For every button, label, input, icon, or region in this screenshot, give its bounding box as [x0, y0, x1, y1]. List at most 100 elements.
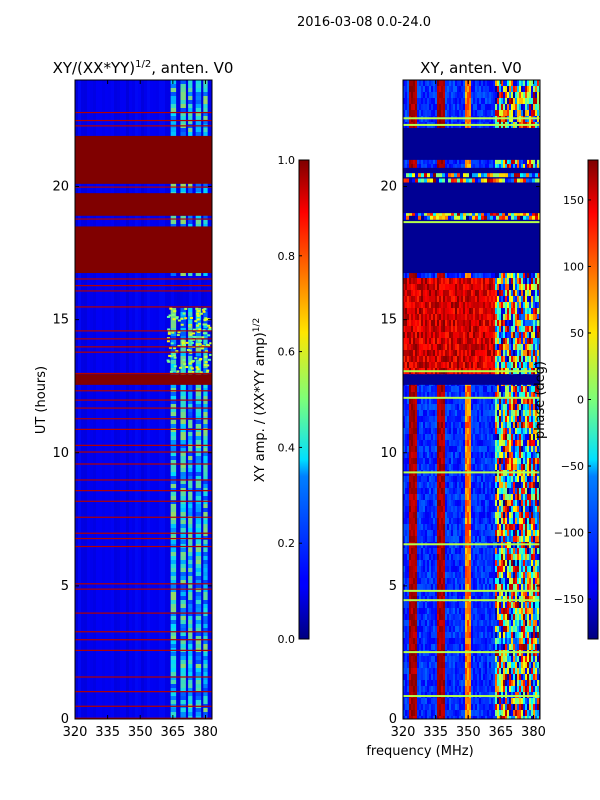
flag-line [75, 451, 212, 453]
flag-line [75, 516, 212, 518]
flag-line [403, 117, 540, 120]
y-tick-label: 0 [389, 712, 397, 727]
colorbar-tick-label: 50 [570, 327, 584, 340]
x-tick-label: 320 [63, 725, 88, 740]
flag-line [75, 588, 212, 590]
saturated-block [75, 374, 212, 385]
y-tick-label: 20 [380, 180, 397, 195]
flag-line [75, 545, 212, 548]
y-tick-label: 15 [52, 313, 69, 328]
colorbar-tick-label: 0.2 [278, 537, 296, 550]
colorbar-phase-label: phase (deg) [533, 361, 548, 439]
flag-line [75, 285, 212, 287]
saturated-block [75, 193, 212, 216]
flag-line [75, 676, 212, 678]
flag-line [75, 537, 212, 540]
flag-line [75, 639, 212, 641]
flag-line [75, 338, 212, 340]
flag-line [403, 589, 540, 592]
panel-amplitude-frame [74, 79, 213, 720]
flag-line [75, 125, 212, 127]
x-tick-label: 320 [391, 725, 416, 740]
saturated-block [75, 135, 212, 184]
x-tick-label: 335 [423, 725, 448, 740]
flag-line [75, 649, 212, 651]
flag-line [403, 471, 540, 474]
flag-line [75, 479, 212, 481]
panel-amplitude-image [75, 80, 212, 719]
flag-line [403, 221, 540, 224]
flag-line [403, 599, 540, 602]
flag-line [75, 500, 212, 502]
colorbar-tick-label: 0.4 [278, 441, 296, 454]
flag-line [75, 532, 212, 534]
flag-line [75, 612, 212, 614]
y-tick-label: 20 [52, 180, 69, 195]
x-tick-label: 350 [456, 725, 481, 740]
masked-block [403, 374, 540, 385]
panel-phase: XY, anten. V0 320 335 350 365 380 0 5 10 15 20 f… [366, 59, 546, 759]
flag-line [403, 123, 540, 126]
colorbar-phase: phase (deg) −150 −100 −50 0 50 100 150 [533, 159, 599, 640]
colorbar-amplitude-label: XY amp. / (XX*YY amp)1/2 [252, 318, 268, 482]
colorbar-tick-label: 1.0 [278, 154, 296, 167]
flag-line [75, 351, 212, 353]
flag-line [75, 490, 212, 492]
flag-line [75, 444, 212, 446]
colorbar-tick-label: −100 [554, 527, 584, 540]
masked-block [403, 127, 540, 160]
flag-line [75, 418, 212, 420]
x-tick-label: 350 [128, 725, 153, 740]
x-tick-label: 335 [95, 725, 120, 740]
panel-phase-frame [402, 79, 541, 720]
flag-line [75, 631, 212, 633]
flag-line [75, 330, 212, 332]
panel-amplitude: XY/(XX*YY)1/2, anten. V0 320 335 350 365 380… [34, 59, 233, 740]
flag-line [75, 717, 212, 719]
flag-line [75, 218, 212, 220]
y-tick-label: 5 [389, 579, 397, 594]
saturated-block [75, 226, 212, 274]
flag-line [75, 390, 212, 392]
panel-amplitude-title: XY/(XX*YY)1/2, anten. V0 [53, 59, 234, 77]
x-tick-label: 380 [521, 725, 546, 740]
flag-line [403, 370, 540, 373]
colorbar-tick-label: 100 [563, 260, 584, 273]
flag-line [75, 306, 212, 308]
flag-line [75, 290, 212, 292]
flag-line [403, 695, 540, 698]
colorbar-tick-label: 0.8 [278, 250, 296, 263]
y-tick-label: 15 [380, 313, 397, 328]
y-tick-label: 5 [61, 579, 69, 594]
y-tick-label: 0 [61, 712, 69, 727]
flag-line [75, 372, 212, 375]
colorbar-tick-label: 150 [563, 194, 584, 207]
flag-line [75, 691, 212, 693]
x-tick-label: 365 [488, 725, 513, 740]
colorbar-amplitude-bar [298, 159, 310, 640]
flag-line [403, 396, 540, 399]
flag-line [75, 705, 212, 707]
flag-line [75, 463, 212, 465]
x-tick-label: 365 [160, 725, 185, 740]
panel-phase-xlabel: frequency (MHz) [366, 744, 473, 759]
figure-suptitle: 2016-03-08 0.0-24.0 [297, 15, 431, 30]
flag-line [75, 346, 212, 348]
flag-line [75, 583, 212, 585]
panel-phase-image [403, 80, 540, 719]
flag-line [403, 651, 540, 654]
flag-line [403, 543, 540, 546]
colorbar-tick-label: 0 [577, 394, 584, 407]
panel-amplitude-ylabel: UT (hours) [34, 366, 49, 434]
flag-line [75, 186, 212, 188]
flag-line [75, 399, 212, 401]
colorbar-tick-label: 0.6 [278, 346, 296, 359]
flag-line [75, 111, 212, 114]
flag-line [75, 428, 212, 430]
x-tick-label: 380 [193, 725, 218, 740]
colorbar-tick-label: −150 [554, 593, 584, 606]
y-tick-label: 10 [380, 446, 397, 461]
colorbar-amplitude: 0.0 0.2 0.4 0.6 0.8 1.0 XY amp. / (XX*YY amp)… [252, 154, 310, 646]
flag-line [75, 119, 212, 122]
